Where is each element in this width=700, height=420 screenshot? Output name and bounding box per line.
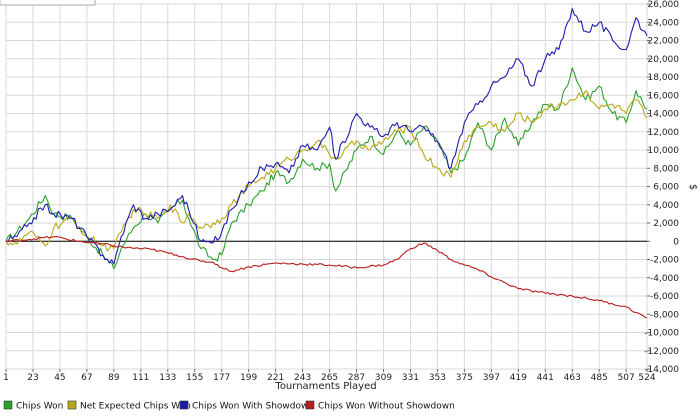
- x-tick-label: 199: [240, 373, 257, 383]
- title-box-fragment: [0, 0, 96, 6]
- x-tick-label: 133: [159, 373, 176, 383]
- y-tick-label: 14,000: [648, 110, 680, 120]
- y-tick-label: 2,000: [653, 219, 679, 229]
- y-axis-title: $: [687, 184, 698, 190]
- y-tick-label: 20,000: [648, 55, 680, 65]
- legend-entry-label: Net Expected Chips Won: [80, 402, 191, 412]
- legend-entry-label: Chips Won: [16, 402, 63, 412]
- y-tick-label: -4,000: [650, 274, 679, 284]
- legend-swatch: [305, 400, 315, 410]
- x-tick-label: 463: [564, 373, 581, 383]
- x-tick-label: 23: [27, 373, 38, 383]
- horizontal-gridlines: [6, 3, 647, 370]
- x-tick-label: 1: [3, 373, 9, 383]
- y-tick-label: -8,000: [650, 310, 679, 320]
- y-tick-label: 18,000: [648, 73, 680, 83]
- y-tick-label: -12,000: [644, 347, 679, 357]
- x-tick-label: 89: [108, 373, 120, 383]
- x-tick-label: 507: [618, 373, 635, 383]
- x-tick-label: 309: [375, 373, 392, 383]
- y-tick-label: 16,000: [648, 91, 680, 101]
- legend-swatch: [179, 400, 189, 410]
- y-tick-label: 26,000: [648, 0, 680, 10]
- y-tick-label: 4,000: [653, 201, 679, 211]
- legend: Chips Won Net Expected Chips Won Chips Won…: [3, 400, 455, 412]
- x-tick-label: 485: [591, 373, 608, 383]
- legend-entry-label: Chips Won With Showdown: [192, 402, 314, 412]
- x-tick-label: 331: [402, 373, 419, 383]
- x-tick-label: 419: [510, 373, 527, 383]
- y-tick-label: 22,000: [648, 37, 680, 47]
- y-tick-label: 10,000: [648, 146, 680, 156]
- x-tick-label: 287: [348, 373, 365, 383]
- y-tick-label: -10,000: [644, 329, 679, 339]
- y-tick-label: -6,000: [650, 292, 679, 302]
- x-axis-title: Tournaments Played: [274, 381, 376, 392]
- series-line-2: [5, 8, 648, 265]
- x-tick-label: 221: [267, 373, 284, 383]
- x-tick-label: 265: [321, 373, 338, 383]
- series-line-0: [5, 67, 648, 270]
- x-tick-label: 375: [456, 373, 473, 383]
- series-line-3: [5, 235, 648, 319]
- y-tick-label: 0: [673, 237, 679, 247]
- x-tick-label: 353: [429, 373, 446, 383]
- y-tick-label: -14,000: [644, 365, 679, 375]
- legend-swatch: [3, 400, 13, 410]
- y-tick-label: 8,000: [653, 164, 679, 174]
- y-tick-label: 6,000: [653, 183, 679, 193]
- x-tick-label: 67: [81, 373, 92, 383]
- x-tick-label: 243: [294, 373, 311, 383]
- x-tick-label: 177: [213, 373, 230, 383]
- x-tick-label: 441: [537, 373, 554, 383]
- series-lines: [5, 8, 648, 319]
- x-tick-label: 45: [54, 373, 65, 383]
- y-tick-label: 12,000: [648, 128, 680, 138]
- legend-swatch: [67, 400, 77, 410]
- x-tick-label: 397: [483, 373, 500, 383]
- series-line-1: [5, 90, 648, 252]
- legend-entry-label: Chips Won Without Showdown: [318, 402, 455, 412]
- x-axis-ticks: 1 23 45 67 89 111 133 155 177 199 221 243 265 287 309 3…: [3, 369, 656, 383]
- x-tick-label: 524: [638, 373, 655, 383]
- y-tick-label: -2,000: [650, 256, 679, 266]
- x-tick-label: 155: [186, 373, 203, 383]
- y-tick-label: 24,000: [648, 18, 680, 28]
- y-axis-ticks: -14,000 -12,000 -10,000 -8,000 -6,000 -4,000 -…: [644, 0, 679, 375]
- x-tick-label: 111: [132, 373, 149, 383]
